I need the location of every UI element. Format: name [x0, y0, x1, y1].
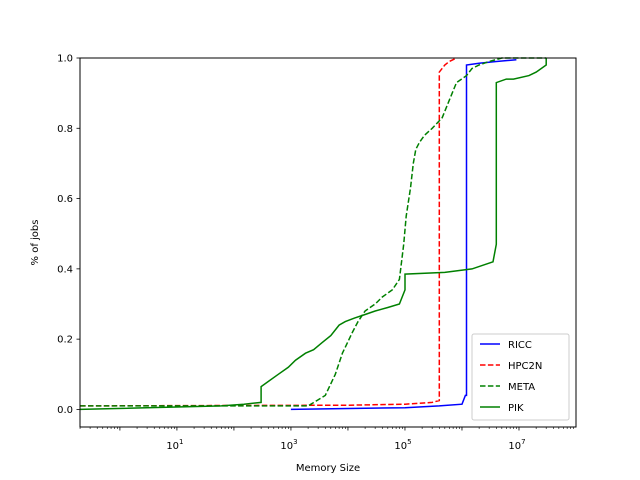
legend-label-pik: PIK: [508, 403, 524, 414]
x-tick-label: 103: [280, 438, 297, 452]
series-line-pik: [80, 58, 547, 411]
y-tick-label: 0.8: [57, 124, 73, 135]
legend-label-meta: META: [508, 382, 535, 393]
series-line-hpc2n: [80, 57, 457, 407]
y-axis-ticks: 0.0 0.2 0.4 0.6 0.8 1.0: [57, 54, 80, 416]
y-tick-label: 0.4: [57, 264, 73, 275]
y-axis-label: % of jobs: [30, 220, 41, 266]
legend-label-ricc: RICC: [508, 340, 532, 351]
x-tick-label: 105: [394, 438, 411, 452]
legend-label-hpc2n: HPC2N: [508, 361, 542, 372]
series-line-meta: [80, 57, 547, 407]
x-axis-label: Memory Size: [296, 463, 360, 474]
plot-lines: [80, 57, 547, 411]
y-tick-label: 0.6: [57, 194, 73, 205]
plot-frame: [79, 57, 577, 428]
legend-box: [471, 333, 570, 421]
x-axis-ticks: 101 103 105 107: [79, 427, 574, 452]
legend: RICC HPC2N META PIK: [471, 333, 570, 421]
y-tick-label: 0.2: [57, 335, 73, 346]
x-tick-label: 107: [508, 438, 525, 452]
series-line-ricc: [290, 59, 517, 411]
y-tick-label: 0.0: [57, 405, 73, 416]
x-tick-label: 101: [166, 438, 183, 452]
y-tick-label: 1.0: [57, 54, 73, 65]
